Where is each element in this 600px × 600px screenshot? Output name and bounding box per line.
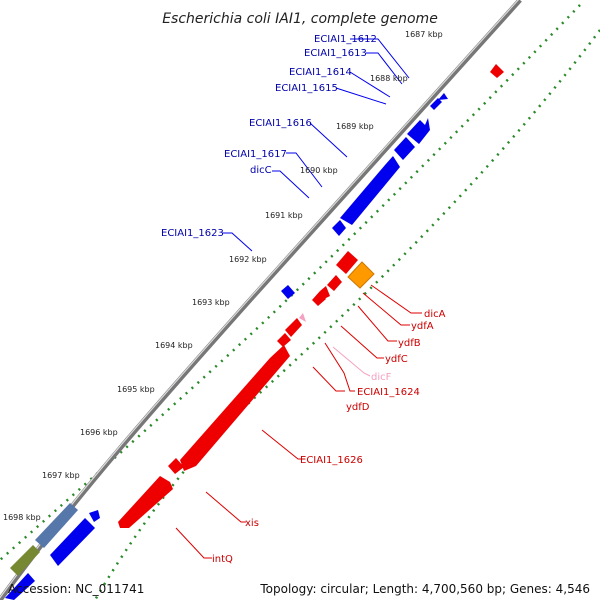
gene-top-red[interactable] bbox=[490, 64, 504, 78]
reverse-callouts bbox=[175, 284, 422, 559]
gene-label[interactable]: ydfA bbox=[411, 321, 434, 332]
gene-label[interactable]: ECIAI1_1613 bbox=[304, 48, 367, 59]
gene-label[interactable]: dicF bbox=[371, 372, 392, 383]
tick-label: 1687 kbp bbox=[405, 30, 443, 39]
gene-label[interactable]: ECIAI1_1623 bbox=[161, 228, 224, 239]
gene-teal[interactable] bbox=[35, 503, 78, 548]
gene-intq[interactable] bbox=[118, 476, 173, 528]
genome-backbone bbox=[0, 0, 522, 600]
gene-ecia-1613[interactable] bbox=[438, 93, 448, 100]
other-genes bbox=[10, 261, 375, 576]
tick-label: 1692 kbp bbox=[229, 255, 267, 264]
gene-ydfa[interactable] bbox=[327, 275, 342, 291]
tick-label: 1690 kbp bbox=[300, 166, 338, 175]
gene-label[interactable]: ECIAI1_1626 bbox=[300, 455, 363, 466]
map-title: Escherichia coli IAI1, complete genome bbox=[162, 11, 438, 27]
kbp-labels: 1687 kbp 1688 kbp 1689 kbp 1690 kbp 1691… bbox=[3, 30, 443, 522]
gene-ecia-1616[interactable] bbox=[394, 137, 415, 160]
gene-orange-trna[interactable] bbox=[347, 261, 375, 289]
tick-label: 1688 kbp bbox=[370, 74, 408, 83]
gene-ecia-1626[interactable] bbox=[180, 345, 290, 471]
genome-meta-text: Topology: circular; Length: 4,700,560 bp… bbox=[260, 582, 590, 596]
gene-label[interactable]: dicA bbox=[424, 309, 446, 320]
tick-label: 1691 kbp bbox=[265, 211, 303, 220]
footer: Accession: NC_011741 Topology: circular;… bbox=[0, 578, 600, 600]
forward-genes bbox=[5, 93, 448, 600]
gene-left-blue-arrow[interactable] bbox=[89, 510, 100, 522]
gene-ecia-1624[interactable] bbox=[285, 318, 302, 337]
gene-olive[interactable] bbox=[10, 545, 40, 576]
gene-label[interactable]: xis bbox=[245, 518, 259, 529]
gene-ydfc[interactable] bbox=[312, 291, 326, 306]
tick-label: 1697 kbp bbox=[42, 471, 80, 480]
reverse-genes bbox=[118, 64, 504, 528]
gene-label[interactable]: dicC bbox=[250, 165, 272, 176]
gene-dicc[interactable] bbox=[340, 156, 400, 225]
gene-label[interactable]: ECIAI1_1614 bbox=[289, 67, 352, 78]
gene-bottom-blue[interactable] bbox=[5, 573, 35, 600]
gene-label[interactable]: ECIAI1_1612 bbox=[314, 34, 377, 45]
tick-label: 1693 kbp bbox=[192, 298, 230, 307]
forward-callouts bbox=[222, 38, 410, 252]
gene-label[interactable]: intQ bbox=[212, 554, 233, 565]
tick-label: 1695 kbp bbox=[117, 385, 155, 394]
tick-label: 1689 kbp bbox=[336, 122, 374, 131]
dicf-callout bbox=[332, 346, 371, 377]
gene-label[interactable]: ydfD bbox=[346, 402, 370, 413]
gene-ecia-1615[interactable] bbox=[407, 118, 430, 144]
tick-label: 1698 kbp bbox=[3, 513, 41, 522]
gene-ecia-1617[interactable] bbox=[332, 220, 346, 236]
tick-label: 1696 kbp bbox=[80, 428, 118, 437]
gene-label[interactable]: ECIAI1_1624 bbox=[357, 387, 420, 398]
tick-label: 1694 kbp bbox=[155, 341, 193, 350]
gene-dica[interactable] bbox=[336, 251, 358, 274]
outer-tick-track bbox=[0, 4, 581, 561]
gene-dicf-pseudo[interactable] bbox=[299, 313, 306, 322]
gene-ecia-1623[interactable] bbox=[281, 285, 295, 299]
gene-label[interactable]: ECIAI1_1615 bbox=[275, 83, 338, 94]
gene-label[interactable]: ydfC bbox=[385, 354, 408, 365]
gene-ecia-1612[interactable] bbox=[430, 98, 442, 110]
gene-label[interactable]: ydfB bbox=[398, 338, 421, 349]
gene-xis[interactable] bbox=[168, 458, 184, 474]
accession-text: Accession: NC_011741 bbox=[8, 582, 145, 596]
gene-left-blue[interactable] bbox=[50, 518, 95, 566]
gene-label[interactable]: ECIAI1_1617 bbox=[224, 149, 287, 160]
reverse-labels: dicA ydfA ydfB ydfC dicF ECIAI1_1624 ydf… bbox=[212, 309, 446, 565]
gene-ydfd[interactable] bbox=[277, 333, 291, 347]
inner-tick-track bbox=[93, 29, 600, 600]
gene-label[interactable]: ECIAI1_1616 bbox=[249, 118, 312, 129]
forward-labels: ECIAI1_1612 ECIAI1_1613 ECIAI1_1614 ECIA… bbox=[161, 34, 377, 239]
